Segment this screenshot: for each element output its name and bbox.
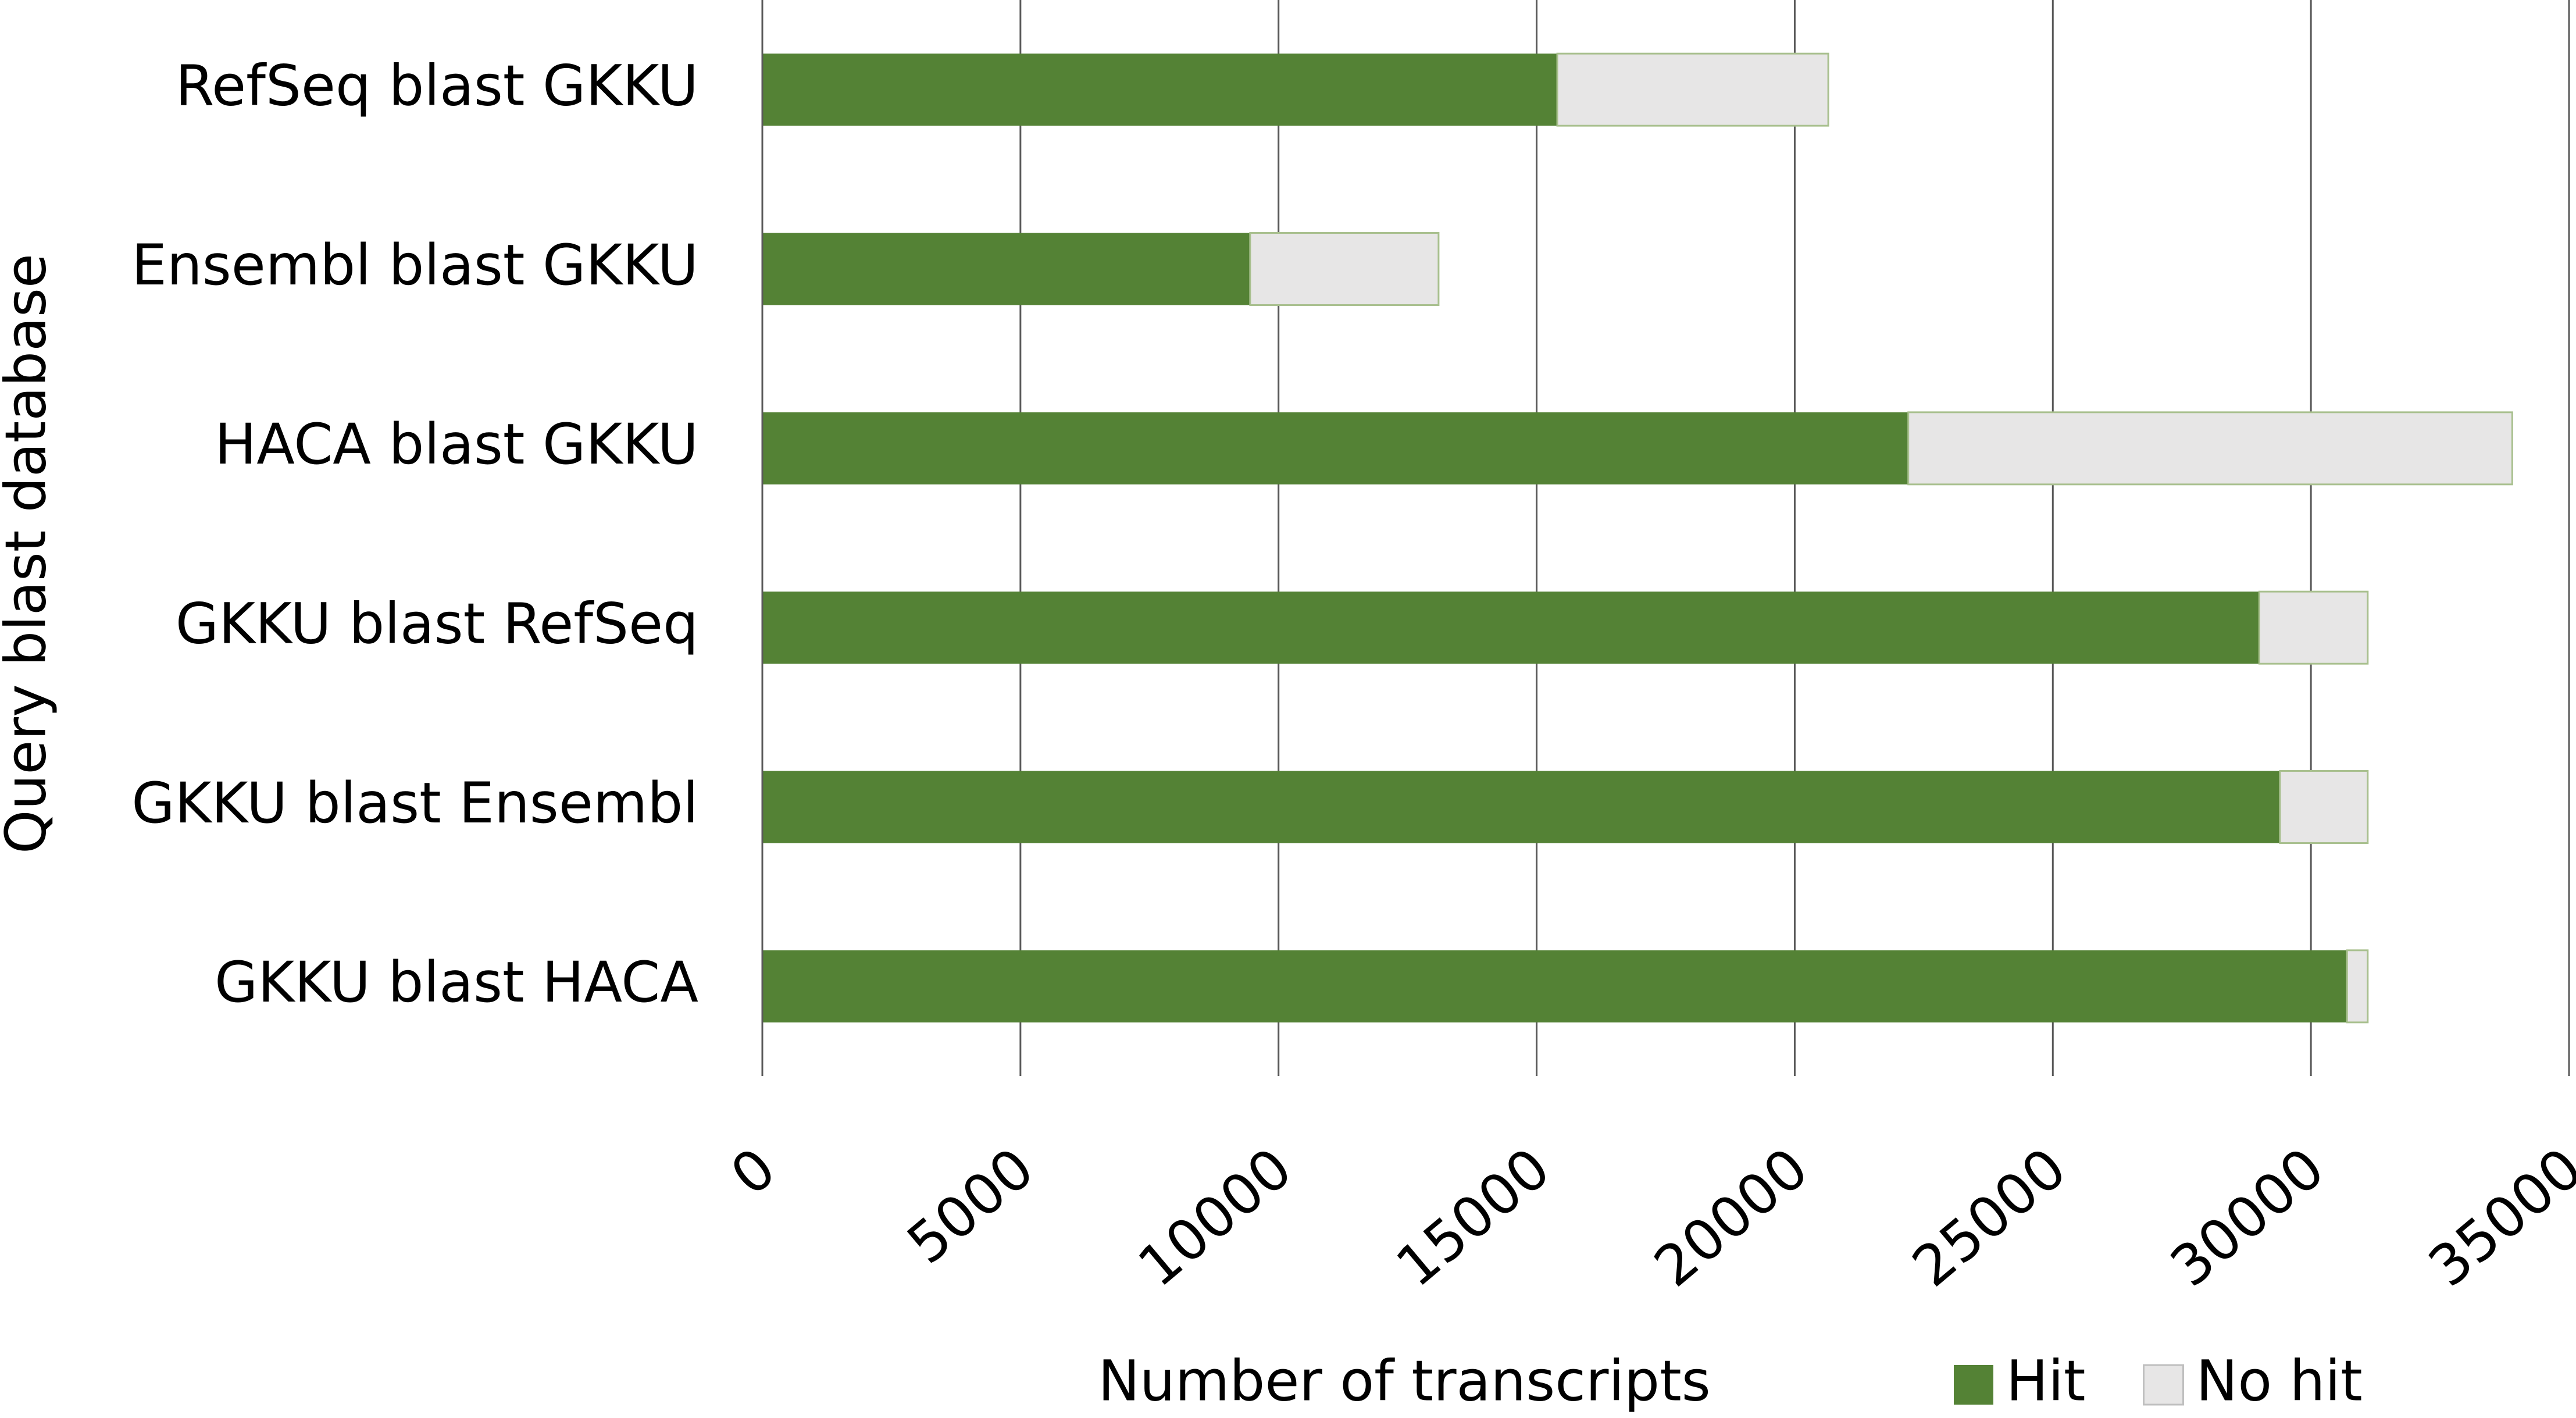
legend-label: Hit [2006, 1348, 2086, 1413]
x-tick-label: 5000 [895, 1135, 1046, 1277]
bar-segment [2258, 590, 2369, 665]
bar-segment [1907, 411, 2513, 486]
bar-segment [1249, 232, 1440, 306]
bar-segment [2346, 949, 2369, 1024]
y-tick-label: GKKU blast HACA [215, 950, 698, 1015]
y-axis-title: Query blast database [0, 254, 58, 854]
y-tick-label: GKKU blast RefSeq [176, 592, 698, 657]
bar-segment [762, 412, 1908, 484]
y-tick-label: RefSeq blast GKKU [176, 54, 698, 119]
legend-label: No hit [2196, 1348, 2363, 1413]
legend-swatch [1954, 1365, 1993, 1405]
x-tick-label: 35000 [2417, 1135, 2576, 1299]
y-tick-label: Ensembl blast GKKU [131, 233, 698, 298]
x-tick-label: 30000 [2158, 1135, 2336, 1299]
y-tick-label: HACA blast GKKU [215, 412, 698, 477]
bar-segment [762, 54, 1558, 126]
y-tick-label: GKKU blast Ensembl [131, 771, 698, 836]
x-tick-label: 15000 [1384, 1135, 1562, 1299]
x-tick-label: 25000 [1900, 1135, 2078, 1299]
x-tick-label: 0 [719, 1135, 788, 1208]
bar-segment [762, 950, 2347, 1022]
x-tick-label: 20000 [1642, 1135, 1820, 1299]
bar-segment [1556, 52, 1829, 127]
bar-segment [762, 233, 1250, 305]
bar-segment [762, 592, 2260, 664]
bar-segment [2279, 770, 2369, 844]
x-tick-label: 10000 [1126, 1135, 1304, 1299]
bar-segment [762, 771, 2280, 843]
x-axis-title: Number of transcripts [1098, 1348, 1711, 1413]
legend-swatch [2143, 1364, 2184, 1406]
